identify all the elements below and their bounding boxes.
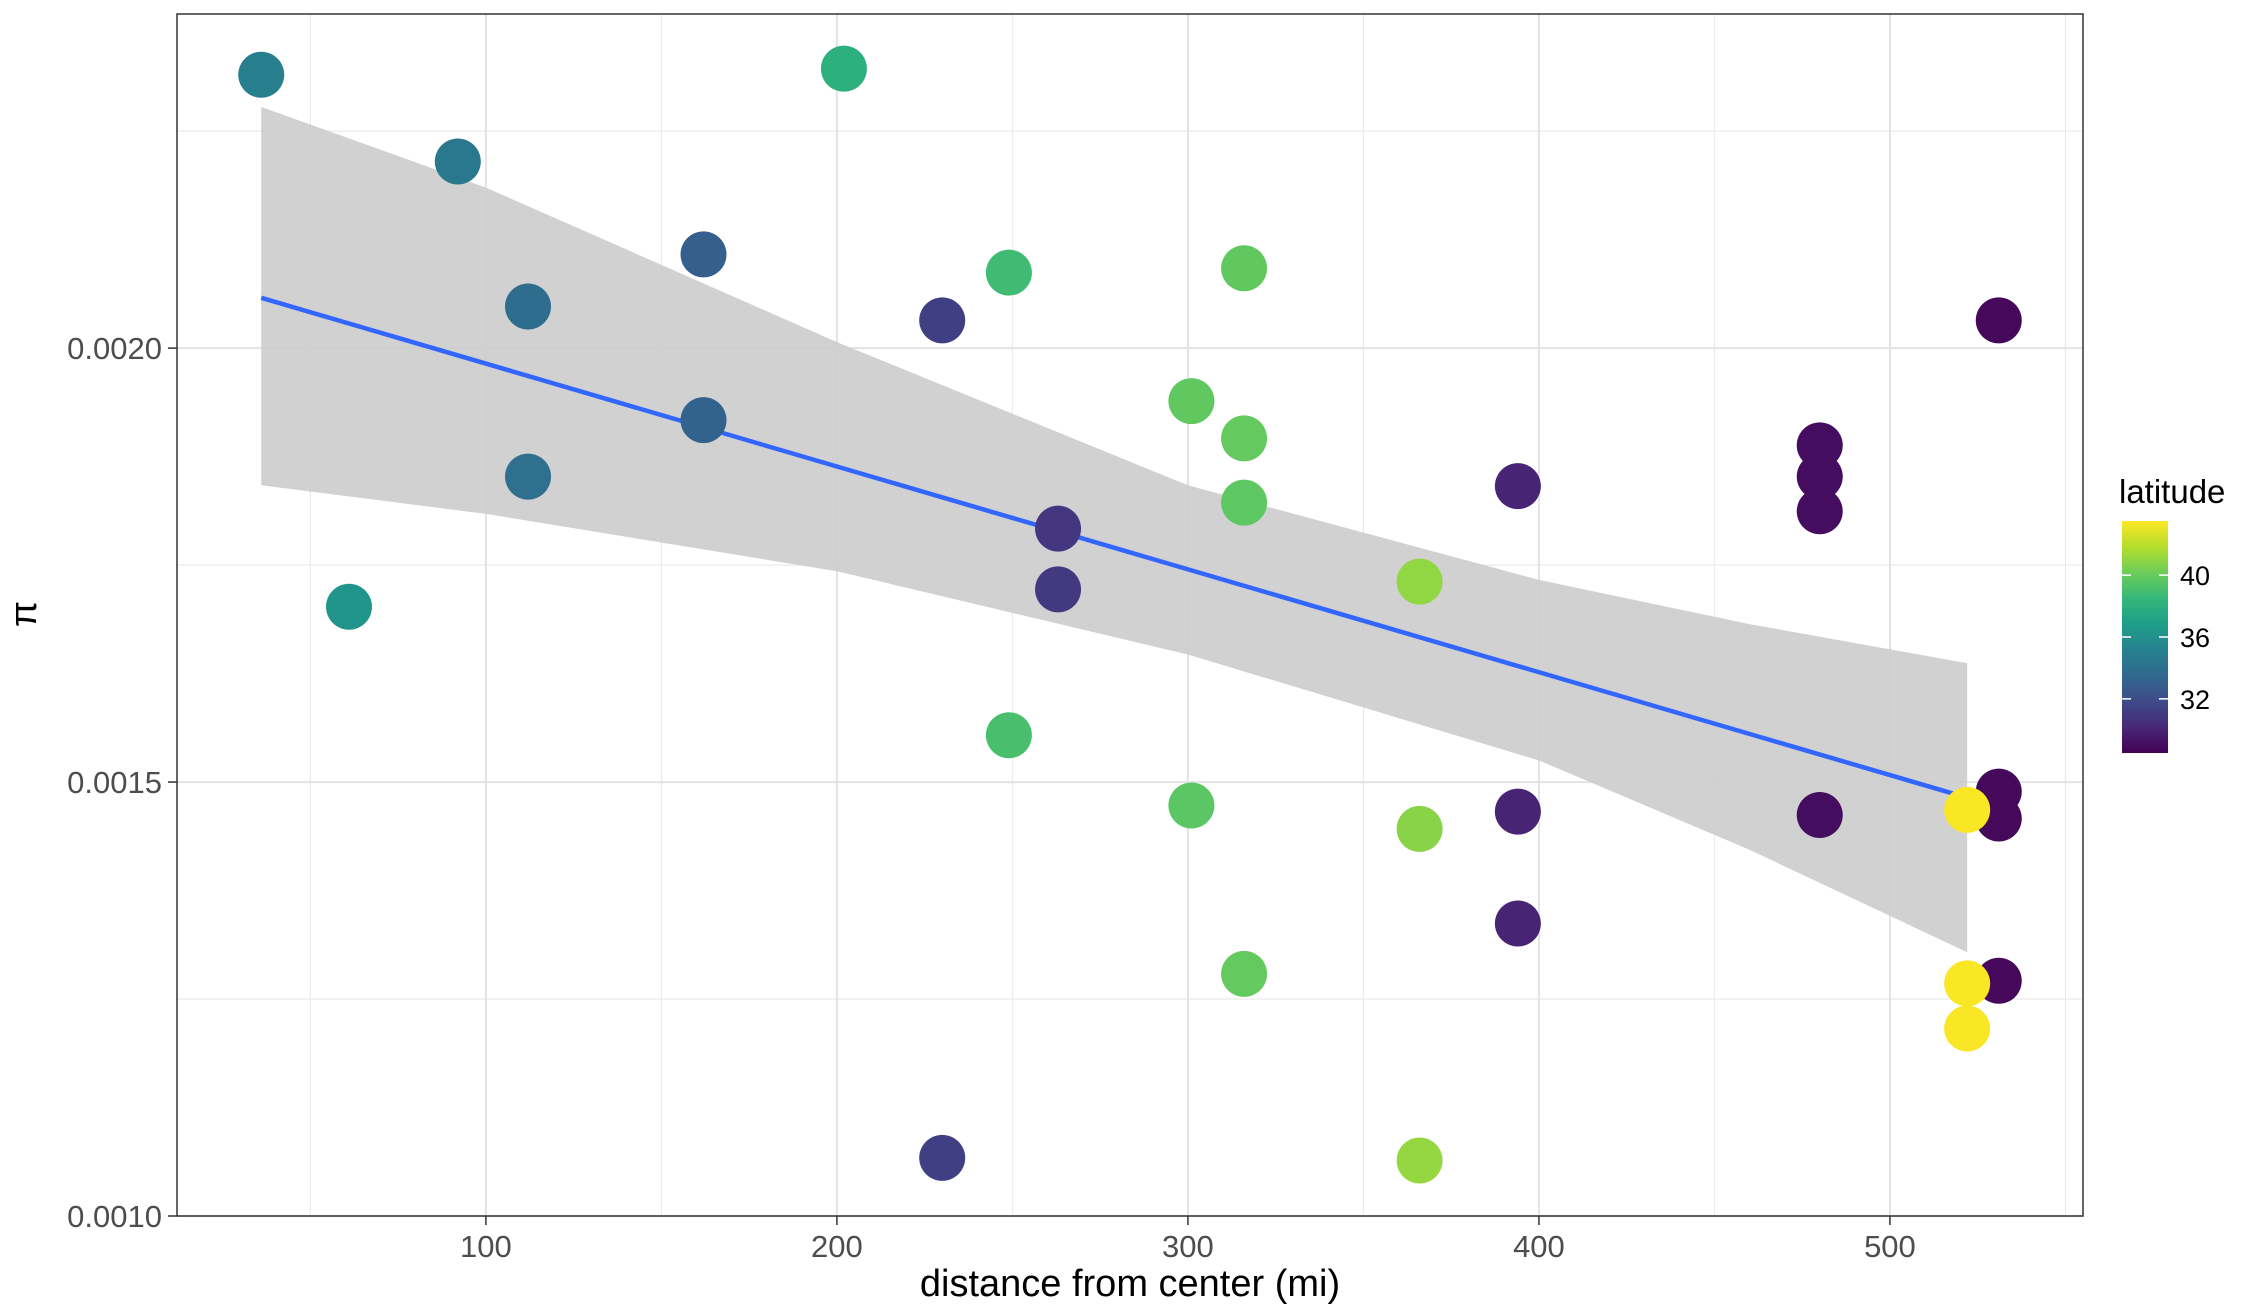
y-tick-label: 0.0010 [67, 1199, 162, 1234]
data-point [1396, 805, 1443, 852]
data-point [238, 51, 285, 98]
data-point [1494, 463, 1541, 510]
data-points [238, 45, 2022, 1184]
data-point [1796, 792, 1843, 839]
legend-ticks: 40 36 32 [2122, 561, 2210, 715]
data-point [434, 138, 481, 185]
data-point [1221, 950, 1268, 997]
data-point [1975, 297, 2022, 344]
color-legend: latitude 40 36 32 [2119, 473, 2225, 753]
data-point [1944, 786, 1991, 833]
y-axis-title: π [3, 601, 45, 627]
data-point [1796, 453, 1843, 500]
legend-label: 36 [2180, 623, 2210, 653]
x-axis-title: distance from center (mi) [920, 1263, 1340, 1305]
legend-label: 32 [2180, 685, 2210, 715]
data-point [1796, 488, 1843, 535]
data-point [1494, 900, 1541, 947]
data-point [325, 583, 372, 630]
regression-line [260, 295, 1968, 800]
data-point [1168, 782, 1215, 829]
data-point [1221, 415, 1268, 462]
y-axis-ticks: 0.0010 0.0015 0.0020 [67, 331, 177, 1234]
y-tick-label: 0.0015 [67, 765, 162, 800]
data-point [1396, 558, 1443, 605]
legend-title: latitude [2119, 473, 2225, 510]
confidence-band [261, 106, 1968, 953]
data-point [680, 231, 727, 278]
data-point [985, 712, 1032, 759]
x-axis-ticks: 100 200 300 400 500 [460, 1216, 1916, 1264]
data-point [1035, 566, 1082, 613]
data-point [1494, 788, 1541, 835]
x-tick-label: 500 [1864, 1229, 1916, 1264]
x-tick-label: 100 [460, 1229, 512, 1264]
data-point [919, 1134, 966, 1181]
data-point [1168, 378, 1215, 425]
y-tick-label: 0.0020 [67, 331, 162, 366]
data-point [505, 453, 552, 500]
data-point [505, 283, 552, 330]
data-point [1944, 1005, 1991, 1052]
data-point [1221, 245, 1268, 292]
x-tick-label: 400 [1513, 1229, 1565, 1264]
data-point [820, 45, 867, 92]
data-point [985, 249, 1032, 296]
data-point [1396, 1137, 1443, 1184]
x-tick-label: 300 [1162, 1229, 1214, 1264]
data-point [680, 397, 727, 444]
data-point [1221, 479, 1268, 526]
data-point [919, 297, 966, 344]
data-point [1944, 960, 1991, 1007]
data-point [1035, 505, 1082, 552]
legend-label: 40 [2180, 561, 2210, 591]
minor-gridlines [177, 14, 2083, 1216]
x-tick-label: 200 [811, 1229, 863, 1264]
plot-panel-border [176, 13, 2084, 1217]
